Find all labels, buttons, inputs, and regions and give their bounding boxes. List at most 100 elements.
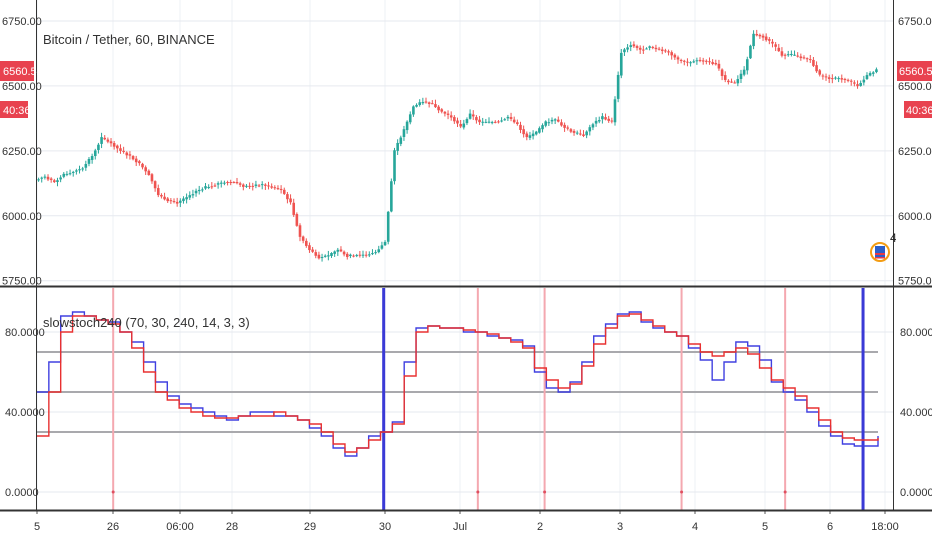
candle-body — [103, 137, 107, 140]
candle-body — [846, 79, 850, 81]
candle-body — [556, 119, 560, 122]
candle-body — [493, 121, 497, 123]
candle-body — [251, 185, 255, 187]
candle-body — [273, 187, 277, 189]
price-tick-left: 5750.00 — [2, 276, 42, 288]
candle-body — [125, 152, 129, 156]
candle-body — [216, 183, 220, 185]
candle-body — [179, 200, 182, 203]
candle-body — [623, 49, 626, 53]
candle-body — [339, 249, 343, 252]
candle-body — [358, 254, 362, 256]
candle-body — [487, 121, 491, 123]
candle-body — [497, 121, 500, 123]
candle-body — [147, 170, 151, 175]
candle-body — [733, 82, 736, 84]
candle-body — [635, 46, 639, 48]
candle-body — [112, 143, 116, 147]
us-flag-event-icon[interactable]: 4 — [870, 228, 896, 274]
x-tick-label: 26 — [107, 521, 119, 533]
candle-body — [131, 156, 135, 160]
price-tick-left: 6750.00 — [2, 16, 42, 28]
candle-body — [601, 116, 604, 120]
candle-body — [651, 46, 655, 48]
candle-body — [289, 198, 292, 203]
candle-body — [670, 52, 673, 56]
candle-body — [254, 184, 258, 186]
x-tick-label: 2 — [537, 521, 543, 533]
candle-body — [138, 161, 141, 164]
candle-body — [654, 47, 658, 50]
candle-body — [386, 211, 390, 242]
candle-body — [679, 59, 683, 61]
candle-body — [412, 106, 415, 115]
candle-body — [245, 185, 248, 187]
candlestick-series — [37, 29, 878, 262]
svg-text:4: 4 — [890, 231, 896, 245]
candle-body — [169, 200, 173, 202]
candle-body — [780, 51, 784, 56]
axes: 5 26 06:00 28 29 30 Jul 2 3 4 5 6 18:00 6750.00 6750.0… — [0, 0, 932, 533]
x-tick-label: Jul — [453, 521, 467, 533]
candle-body — [843, 78, 847, 80]
candle-body — [330, 253, 333, 257]
osc-tick-right: 80.0000 — [900, 327, 932, 339]
price-tick-right: 6500.00 — [898, 81, 932, 93]
candle-body — [812, 59, 815, 66]
candle-body — [116, 145, 119, 149]
candle-body — [415, 104, 418, 107]
candle-body — [638, 47, 642, 50]
price-tick-right: 5750.00 — [898, 276, 932, 288]
candle-body — [525, 133, 529, 138]
candle-body — [579, 133, 582, 135]
candle-body — [821, 75, 825, 77]
candle-body — [402, 129, 406, 137]
candle-body — [144, 167, 147, 172]
candle-body — [317, 254, 321, 259]
candle-body — [226, 182, 229, 184]
candle-body — [93, 150, 97, 157]
candle-body — [506, 116, 510, 119]
candle-body — [604, 117, 607, 120]
candle-body — [371, 253, 374, 255]
pink-marker-dot — [111, 490, 115, 494]
candle-body — [503, 119, 507, 121]
osc-tick-left: 40.0000 — [5, 407, 45, 419]
candle-body — [824, 76, 828, 78]
candle-body — [276, 188, 280, 190]
candle-body — [90, 156, 94, 160]
candle-body — [68, 173, 72, 175]
candle-body — [456, 120, 459, 124]
candle-body — [235, 182, 239, 184]
candle-body — [229, 182, 233, 184]
candle-body — [572, 130, 576, 133]
candle-body — [856, 84, 859, 87]
x-tick-label: 06:00 — [166, 521, 194, 533]
candle-body — [783, 54, 787, 56]
candle-body — [714, 62, 718, 65]
candle-body — [427, 102, 431, 104]
candle-body — [790, 53, 793, 55]
candle-body — [62, 173, 66, 177]
candle-body — [648, 46, 651, 48]
candle-body — [462, 123, 466, 128]
candle-body — [676, 57, 680, 60]
candle-body — [610, 120, 614, 122]
candle-body — [553, 119, 557, 121]
x-tick-label: 6 — [827, 521, 833, 533]
candle-body — [752, 33, 755, 47]
candle-body — [853, 82, 856, 84]
candle-body — [484, 121, 488, 123]
candle-body — [399, 137, 403, 144]
candle-body — [755, 33, 759, 36]
candle-body — [512, 119, 516, 123]
candle-body — [607, 118, 610, 121]
candle-body — [481, 121, 484, 123]
candle-body — [78, 169, 81, 171]
candle-body — [459, 124, 462, 127]
candle-body — [695, 60, 699, 62]
candle-body — [106, 139, 110, 142]
candle-body — [160, 194, 163, 197]
candle-body — [453, 117, 456, 122]
